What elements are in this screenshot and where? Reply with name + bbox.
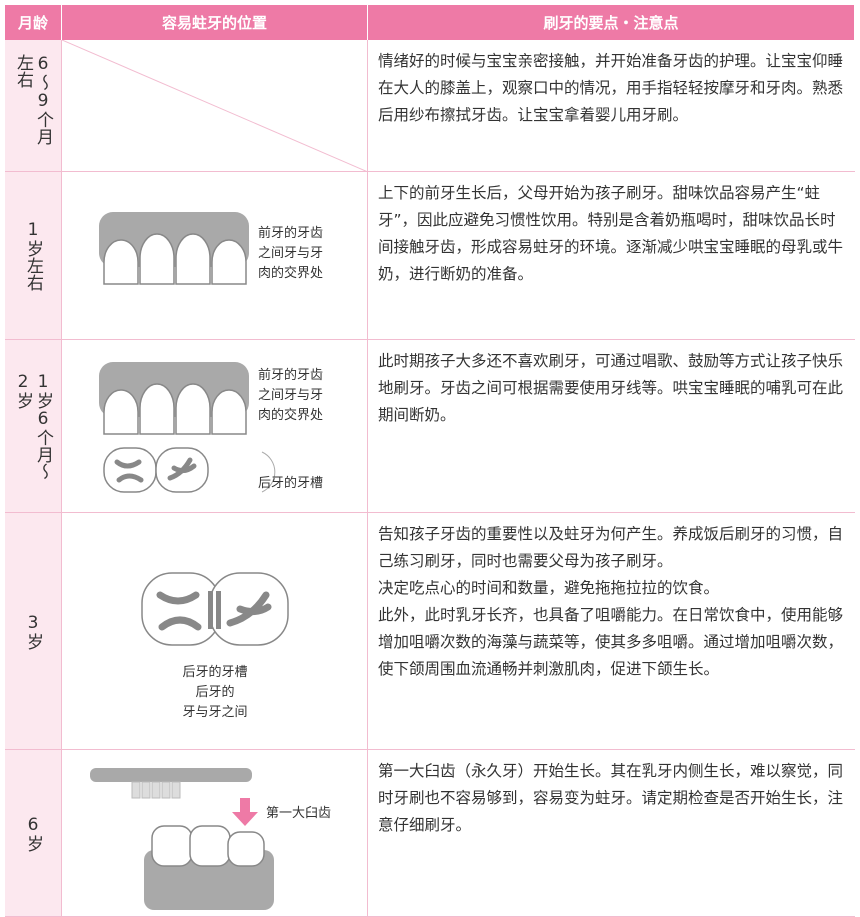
age-cell: 1岁6个月～2岁: [5, 340, 62, 513]
label: 第一大臼齿: [266, 806, 332, 821]
text-cell: 上下的前牙生长后，父母开始为孩子刷牙。甜味饮品容易产生“蛀牙”，因此应避免习惯性…: [368, 172, 855, 340]
position-cell: 第一大臼齿: [62, 750, 368, 917]
age: 6岁: [23, 814, 43, 852]
position-cell: 后牙的牙槽后牙的牙与牙之间: [62, 513, 368, 750]
paragraph: 上下的前牙生长后，父母开始为孩子刷牙。甜味饮品容易产生“蛀牙”，因此应避免习惯性…: [378, 184, 844, 283]
diagonal: [62, 40, 368, 172]
label: 肉的交界处: [258, 408, 324, 423]
label: 前牙的牙齿: [258, 226, 324, 241]
label: 之间牙与牙: [258, 246, 324, 261]
label: 牙与牙之间: [182, 705, 248, 720]
label-group: 后牙的牙槽后牙的牙与牙之间: [62, 663, 368, 723]
teeth: [99, 362, 276, 493]
text-cell: 此时期孩子大多还不喜欢刷牙，可通过唱歌、鼓励等方式让孩子快乐地刷牙。牙齿之间可根…: [368, 340, 855, 513]
age: 6～9个月左右: [13, 53, 53, 145]
age-cell: 6～9个月左右: [5, 40, 62, 172]
age: 3岁: [23, 612, 43, 650]
paragraph: 此时期孩子大多还不喜欢刷牙，可通过唱歌、鼓励等方式让孩子快乐地刷牙。牙齿之间可根…: [378, 352, 844, 424]
label: 前牙的牙齿: [258, 368, 324, 383]
label: 之间牙与牙: [258, 388, 324, 403]
paragraph: 此外，此时乳牙长齐，也具备了咀嚼能力。在日常饮食中，使用能够增加咀嚼次数的海藻与…: [378, 606, 844, 678]
text-cell: 情绪好的时候与宝宝亲密接触，并开始准备牙齿的护理。让宝宝仰睡在大人的膝盖上，观察…: [368, 40, 855, 172]
label: 后牙的牙槽: [258, 476, 324, 491]
position-cell: 前牙的牙齿之间牙与牙肉的交界处: [62, 172, 368, 340]
position-cell: [62, 40, 368, 172]
age-cell: 3岁: [5, 513, 62, 750]
age: 1岁6个月～2岁: [13, 372, 53, 480]
label-group: 前牙的牙齿之间牙与牙肉的交界处后牙的牙槽: [258, 366, 323, 494]
front-teeth: [99, 212, 249, 285]
label-group: 第一大臼齿: [266, 804, 331, 824]
paragraph: 告知孩子牙齿的重要性以及蛀牙为何产生。养成饭后刷牙的习惯，自己练习刷牙，同时也需…: [378, 525, 844, 570]
paragraph: 决定吃点心的时间和数量，避免拖拖拉拉的饮食。: [378, 579, 720, 597]
header-age: 月龄: [5, 5, 62, 40]
position-cell: 前牙的牙齿之间牙与牙肉的交界处后牙的牙槽: [62, 340, 368, 513]
label: 后牙的牙槽: [182, 665, 248, 680]
header-position: 容易蛀牙的位置: [62, 5, 368, 40]
age: 1岁左右: [23, 220, 43, 291]
age-cell: 1岁左右: [5, 172, 62, 340]
back-teeth: [141, 572, 289, 646]
label: 肉的交界处: [258, 266, 324, 281]
label-group: 前牙的牙齿之间牙与牙肉的交界处: [258, 224, 323, 284]
paragraph: 第一大臼齿（永久牙）开始生长。其在乳牙内侧生长，难以察觉，同时牙刷也不容易够到，…: [378, 762, 844, 834]
header-points: 刷牙的要点・注意点: [368, 5, 855, 40]
age-cell: 6岁: [5, 750, 62, 917]
text-cell: 第一大臼齿（永久牙）开始生长。其在乳牙内侧生长，难以察觉，同时牙刷也不容易够到，…: [368, 750, 855, 917]
label: 后牙的: [195, 685, 235, 700]
text-cell: 告知孩子牙齿的重要性以及蛀牙为何产生。养成饭后刷牙的习惯，自己练习刷牙，同时也需…: [368, 513, 855, 750]
paragraph: 情绪好的时候与宝宝亲密接触，并开始准备牙齿的护理。让宝宝仰睡在大人的膝盖上，观察…: [378, 52, 844, 124]
table: 月龄 容易蛀牙的位置 刷牙的要点・注意点 6～9个月左右 情绪好的时候与宝宝亲密…: [5, 5, 855, 917]
toothbrush-teeth: [90, 768, 274, 910]
